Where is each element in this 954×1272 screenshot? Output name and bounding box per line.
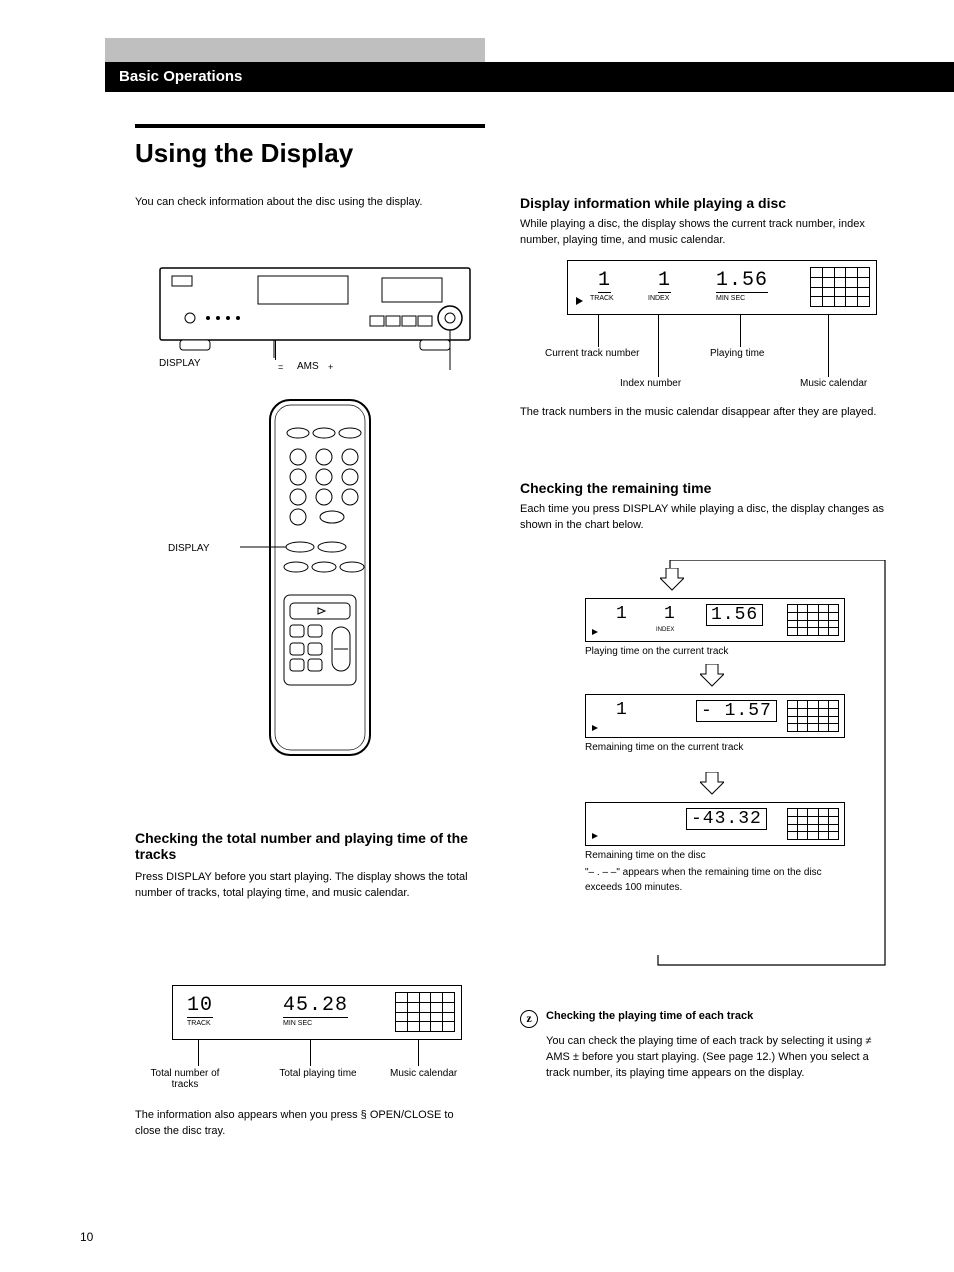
intro-paragraph: You can check information about the disc… — [135, 195, 480, 211]
section-title: Basic Operations — [119, 68, 242, 85]
label-ptime: Playing time — [710, 348, 790, 359]
seg-b-track: 1 — [616, 700, 628, 720]
seg-a-track: 1 — [616, 604, 628, 624]
label-total-time: Total playing time — [268, 1068, 368, 1079]
page-title: Using the Display — [135, 138, 353, 169]
seg-c-time: -43.32 — [686, 808, 767, 830]
lead — [598, 315, 599, 347]
seg-b-time: - 1.57 — [696, 700, 777, 722]
header-black-bar: Basic Operations — [105, 62, 954, 92]
caption-c: Remaining time on the disc — [585, 850, 706, 861]
sub-index: INDEX — [648, 295, 669, 302]
right-p-after: The track numbers in the music calendar … — [520, 405, 885, 421]
seg-time: 45.28 — [283, 994, 348, 1018]
play-icon — [592, 725, 598, 731]
seg-track: 1 — [598, 269, 611, 293]
music-calendar-grid — [395, 992, 455, 1032]
music-calendar-grid — [787, 700, 839, 732]
left-subhead: Checking the total number and playing ti… — [135, 830, 480, 862]
seg-tracks: 10 — [187, 994, 213, 1018]
left-p2a: The information also appears when you pr… — [135, 1109, 361, 1121]
music-calendar-grid — [810, 267, 870, 307]
display-state-a: 1 1 INDEX 1.56 — [585, 598, 845, 642]
arrow-down-icon — [700, 772, 724, 796]
sub-a-index: INDEX — [656, 627, 674, 633]
lead-line — [275, 340, 276, 360]
play-icon — [592, 629, 598, 635]
page-number: 10 — [80, 1230, 93, 1244]
right-subhead-2: Checking the remaining time — [520, 480, 885, 496]
seg-ptime: 1.56 — [716, 269, 768, 293]
display-playing: 1 TRACK 1 INDEX 1.56 MIN SEC — [567, 260, 877, 315]
lead — [658, 315, 659, 377]
caption-a: Playing time on the current track — [585, 646, 728, 657]
seg-a-index: 1 — [664, 604, 676, 624]
arrow-down-icon — [660, 568, 684, 592]
play-icon — [576, 297, 583, 305]
display-total: 10 TRACK 45.28 MIN SEC — [172, 985, 462, 1040]
music-calendar-grid — [787, 808, 839, 840]
header-grey-bar — [105, 38, 485, 62]
music-calendar-grid — [787, 604, 839, 636]
player-display-label: DISPLAY — [159, 358, 201, 369]
lead — [198, 1040, 199, 1066]
tip-body: You can check the playing time of each t… — [546, 1034, 885, 1082]
display-state-b: 1 - 1.57 — [585, 694, 845, 738]
left-p1: Press DISPLAY before you start playing. … — [135, 870, 480, 902]
seg-a-time: 1.56 — [706, 604, 763, 626]
tip-heading: Checking the playing time of each track — [546, 1010, 753, 1022]
note-c: "– . – –" appears when the remaining tim… — [585, 866, 845, 895]
seg-index: 1 — [658, 269, 671, 293]
label-cal2: Music calendar — [800, 378, 880, 389]
skip-prev-icon: = — [278, 362, 283, 372]
lead — [828, 315, 829, 377]
player-ams-label: AMS — [297, 361, 319, 372]
title-rule — [135, 124, 485, 128]
arrow-down-icon — [700, 664, 724, 688]
remote-display-label: DISPLAY — [168, 543, 210, 554]
remote-illustration — [240, 395, 390, 765]
right-p2b: Each time you press DISPLAY while playin… — [520, 502, 885, 534]
lead — [310, 1040, 311, 1066]
label-index: Index number — [620, 378, 710, 389]
lead — [740, 315, 741, 347]
sub-track: TRACK — [590, 295, 614, 302]
caption-b: Remaining time on the current track — [585, 742, 743, 753]
label-cal: Music calendar — [390, 1068, 470, 1079]
display-state-c: -43.32 — [585, 802, 845, 846]
skip-next-icon: + — [328, 362, 333, 372]
label-total-tracks: Total number of tracks — [140, 1068, 230, 1090]
play-icon — [592, 833, 598, 839]
sub-time: MIN SEC — [283, 1020, 312, 1027]
right-p1: While playing a disc, the display shows … — [520, 217, 885, 249]
sub-ptime: MIN SEC — [716, 295, 745, 302]
eject-icon: § — [361, 1109, 367, 1121]
right-subhead-1: Display information while playing a disc — [520, 195, 885, 211]
sub-tracks: TRACK — [187, 1020, 211, 1027]
tip-icon: z — [520, 1010, 538, 1028]
label-cur-track: Current track number — [545, 348, 655, 359]
lead — [418, 1040, 419, 1066]
